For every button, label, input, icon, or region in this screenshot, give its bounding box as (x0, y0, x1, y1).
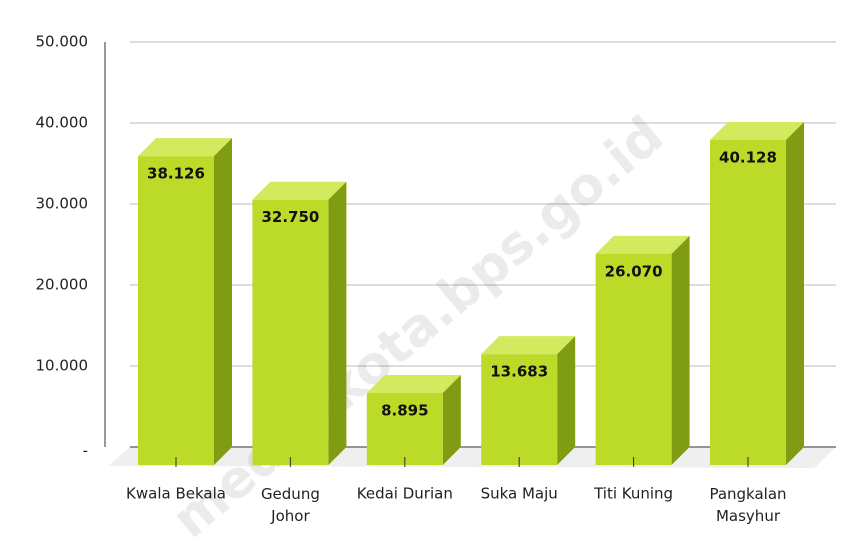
bar-side (328, 181, 347, 465)
bar-top (138, 138, 232, 157)
bar (252, 181, 347, 465)
bar (481, 336, 576, 465)
bar-front (252, 199, 329, 465)
bar-top (710, 121, 804, 140)
bar (366, 374, 461, 465)
bar-front (710, 139, 786, 465)
y-tick-label: 10.000 (36, 357, 89, 375)
x-tick-label: Suka Maju (481, 485, 558, 503)
y-tick-label: 20.000 (36, 276, 89, 294)
y-tick-label: - (83, 442, 88, 460)
bar-front (138, 156, 214, 466)
bar-front (481, 354, 558, 465)
x-tick-label: Titi Kuning (593, 485, 673, 503)
bar-top (595, 235, 690, 254)
value-label: 38.126 (147, 165, 205, 183)
bar (595, 235, 690, 465)
value-label: 32.750 (261, 208, 319, 226)
bar (710, 121, 804, 466)
x-tick-label: Gedung Johor (261, 485, 320, 525)
value-label: 40.128 (719, 148, 777, 166)
bar-top (366, 374, 461, 393)
bar-top (252, 181, 347, 200)
bar-side (671, 235, 690, 465)
value-label: 13.683 (490, 363, 548, 381)
x-tick-label: Pangkalan Masyhur (709, 485, 786, 525)
value-label: 26.070 (605, 262, 663, 280)
y-tick-label: 30.000 (36, 195, 89, 213)
bar (138, 138, 232, 466)
x-tick-label: Kedai Durian (357, 485, 453, 503)
bar-side (786, 121, 804, 466)
bar-top (481, 336, 576, 355)
bar-side (557, 336, 576, 465)
y-tick-label: 40.000 (36, 114, 89, 132)
x-tick-label: Kwala Bekala (126, 485, 226, 503)
value-label: 8.895 (381, 401, 428, 419)
bar-side (214, 138, 232, 466)
bar-front (366, 392, 443, 465)
bar-side (442, 374, 461, 465)
bar-front (595, 253, 672, 465)
y-tick-label: 50.000 (36, 33, 89, 51)
